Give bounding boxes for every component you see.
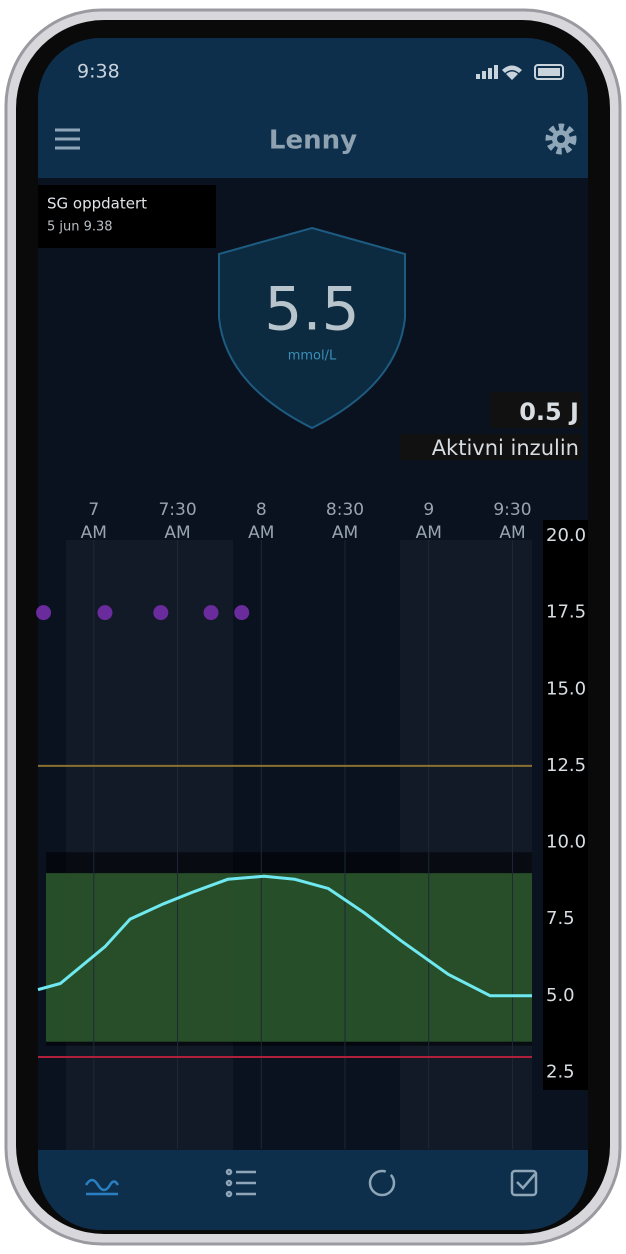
insulin-box (490, 392, 582, 428)
sg-shield (218, 226, 406, 430)
band (66, 540, 233, 1150)
sg-label: SG oppdatert (47, 195, 147, 213)
y-tick-label: 2.5 (546, 1061, 575, 1082)
x-tick-label: 9:30 AM (493, 500, 531, 543)
y-tick-label: 5.0 (546, 985, 575, 1006)
x-tick-label: 7 AM (81, 500, 107, 543)
nav-icons (84, 1168, 538, 1198)
y-label-bg (543, 520, 588, 1090)
sg-line (37, 874, 532, 998)
sg-value: 5.5 (264, 275, 359, 345)
sg-unit: mmol/L (288, 349, 337, 364)
header-title: Lenny (269, 126, 357, 156)
y-tick-label: 7.5 (546, 908, 575, 929)
x-tick-label: 8:30 AM (326, 500, 364, 543)
status-time: 9:38 (77, 61, 120, 83)
nav-graph[interactable] (84, 1178, 120, 1192)
nav-bar (38, 1150, 588, 1230)
sg-date: 5 jun 9.38 (47, 220, 113, 235)
insulin-label: Aktivni inzulin (432, 436, 579, 460)
nav-list[interactable] (225, 1168, 256, 1198)
y-tick-label: 20.0 (546, 525, 586, 546)
x-tick-label: 7:30 AM (158, 500, 196, 543)
header-bar (38, 38, 588, 178)
target-range (46, 873, 532, 1042)
band (400, 540, 532, 1150)
y-tick-label: 12.5 (546, 755, 586, 776)
y-tick-label: 17.5 (546, 602, 586, 623)
x-tick-label: 9 AM (416, 500, 442, 543)
y-tick-label: 10.0 (546, 832, 586, 853)
x-tick-label: 8 AM (248, 500, 274, 543)
status-icons (476, 64, 564, 80)
event-dot (36, 605, 52, 621)
menu-icon[interactable] (55, 128, 80, 150)
y-tick-label: 15.0 (546, 678, 586, 699)
chart: 7 AM 7:30 AM 8 AM 8:30 AM 9 AM 9:30 AM 20.0 17.5 15.0 1… (36, 500, 586, 1149)
nav-status[interactable] (368, 1169, 396, 1197)
insulin-value: 0.5 J (519, 398, 579, 426)
sg-box (38, 185, 216, 248)
insulin-label-box (400, 434, 582, 460)
event-dot (153, 605, 169, 621)
event-dot (203, 605, 219, 621)
nav-check[interactable] (510, 1169, 538, 1197)
event-dot (97, 605, 113, 621)
settings-icon[interactable] (545, 123, 577, 155)
event-dot (234, 605, 250, 621)
